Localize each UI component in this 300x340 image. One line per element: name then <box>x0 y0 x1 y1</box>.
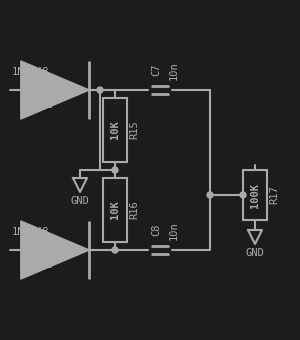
Text: C8: C8 <box>151 223 161 236</box>
Text: 10n: 10n <box>169 61 179 80</box>
Bar <box>243 170 267 220</box>
Polygon shape <box>21 61 89 119</box>
Text: R15: R15 <box>129 121 139 139</box>
Text: R17: R17 <box>269 186 279 204</box>
Text: GND: GND <box>70 196 89 206</box>
Text: 100K: 100K <box>250 183 260 207</box>
Circle shape <box>112 247 118 253</box>
Text: D1: D1 <box>40 100 52 110</box>
Text: 10K: 10K <box>110 121 120 139</box>
Text: R16: R16 <box>129 201 139 219</box>
Polygon shape <box>21 221 89 279</box>
Text: 1N4148: 1N4148 <box>12 227 50 237</box>
Circle shape <box>97 87 103 93</box>
Bar <box>103 98 127 162</box>
Text: 1N4148: 1N4148 <box>12 67 50 77</box>
Text: D2: D2 <box>40 260 52 270</box>
Bar <box>103 178 127 242</box>
Text: 10n: 10n <box>169 221 179 240</box>
Text: C7: C7 <box>151 64 161 76</box>
Circle shape <box>240 192 246 198</box>
Text: GND: GND <box>246 248 264 258</box>
Circle shape <box>207 192 213 198</box>
Circle shape <box>112 167 118 173</box>
Text: 10K: 10K <box>110 201 120 219</box>
